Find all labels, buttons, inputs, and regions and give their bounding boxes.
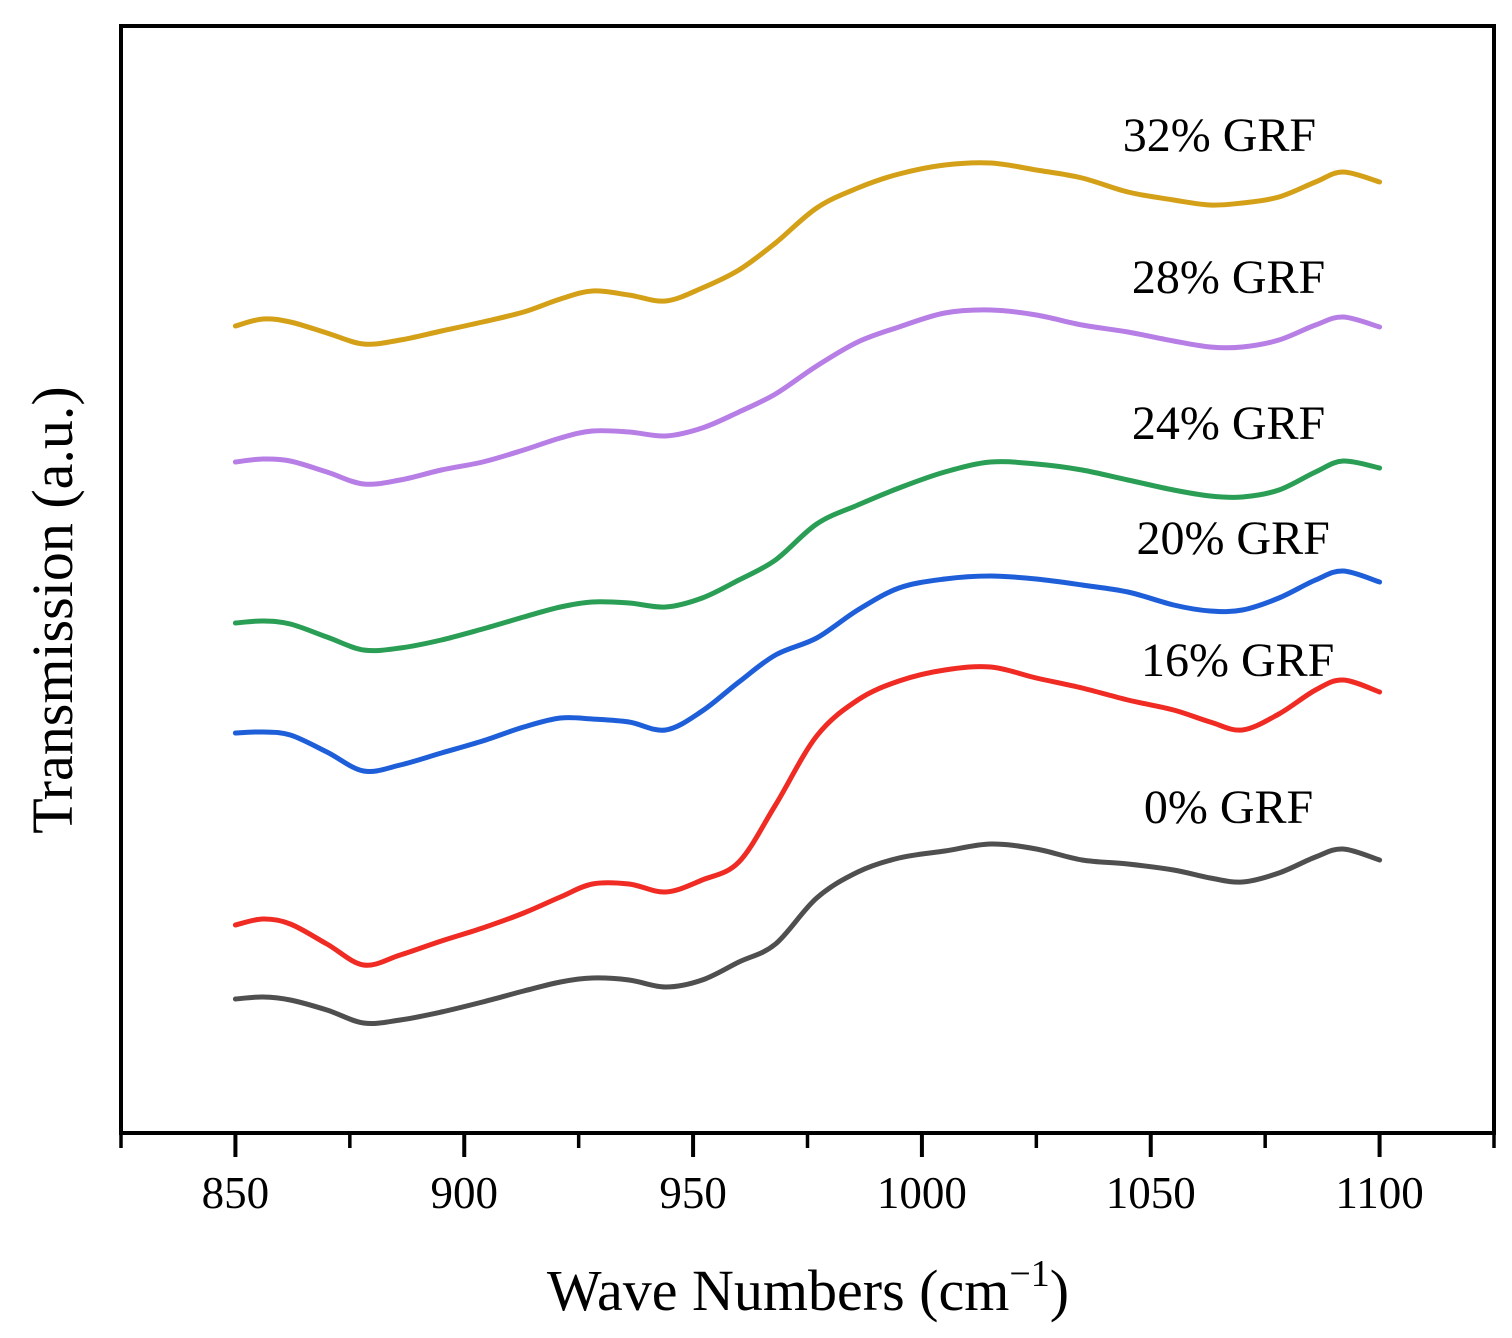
x-axis-ticks [119,1133,1496,1157]
series-line-24-grf [232,458,1383,654]
series-labels: 32% GRF 28% GRF 24% GRF 20% GRF 16% GRF 0% GR… [1123,109,1335,834]
series-line-20-grf [232,568,1383,774]
x-axis-tick-label: 850 [202,1168,270,1218]
series-line-28-grf [232,307,1383,487]
series-label-0-grf: 0% GRF [1144,781,1313,834]
x-axis-tick-label: 1000 [877,1168,967,1218]
y-axis-title: Transmission (a.u.) [20,386,85,833]
series-label-28-grf: 28% GRF [1132,251,1325,304]
x-axis-title: Wave Numbers (cm−1) [547,1253,1069,1323]
x-axis-tick-label: 1050 [1106,1168,1196,1218]
series-line-16-grf [232,664,1383,968]
series-label-32-grf: 32% GRF [1123,109,1316,162]
series-label-24-grf: 24% GRF [1132,397,1325,450]
series-label-20-grf: 20% GRF [1136,512,1329,565]
x-axis-tick-label: 1100 [1335,1168,1423,1218]
x-axis-tick-label: 900 [431,1168,499,1218]
x-axis-tick-label: 950 [659,1168,727,1218]
series-label-16-grf: 16% GRF [1141,634,1334,687]
x-axis-tick-labels: 850 900 950 1000 1050 1100 [202,1168,1424,1218]
series-line-0-grf [232,841,1383,1027]
series-line-32-grf [232,160,1383,347]
plot-area [119,24,1496,1135]
series-lines [232,160,1383,1027]
